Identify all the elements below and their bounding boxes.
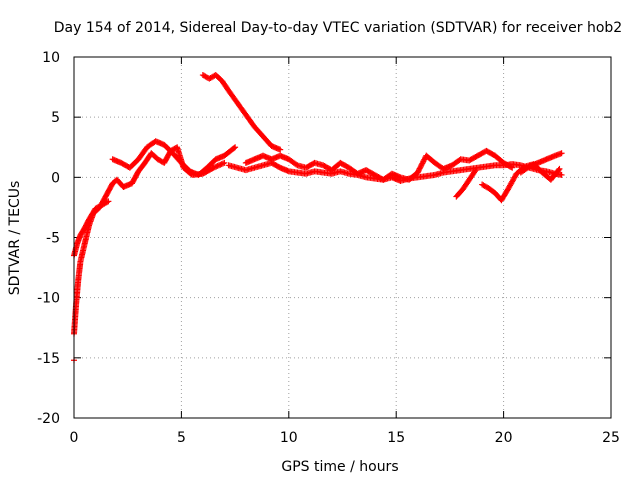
plot-frame: [73, 56, 612, 419]
series-arc-9: [517, 150, 565, 176]
y-tick-label: -20: [37, 411, 60, 427]
data-point: [211, 164, 218, 171]
x-tick-label: 0: [70, 430, 79, 446]
data-point: [558, 171, 565, 178]
data-point: [472, 167, 479, 174]
data-point: [558, 150, 565, 157]
chart-title: Day 154 of 2014, Sidereal Day-to-day VTE…: [54, 20, 622, 36]
x-tick-label: 10: [280, 430, 298, 446]
series-arc-7: [453, 167, 479, 200]
x-tick-label: 5: [177, 430, 186, 446]
data-point: [507, 164, 514, 171]
data-point: [104, 199, 111, 206]
y-tick-label: 0: [51, 170, 60, 186]
data-point: [293, 161, 300, 168]
x-tick-label: 15: [387, 430, 405, 446]
series-arc-4: [199, 72, 284, 153]
data-point: [210, 164, 217, 171]
y-tick-label: -5: [46, 231, 60, 247]
data-point: [556, 165, 563, 172]
data-point: [217, 161, 224, 168]
series-arc-3: [109, 138, 239, 178]
data-point: [214, 162, 221, 169]
x-tick-label: 20: [495, 430, 513, 446]
data-point: [509, 164, 516, 171]
data-point: [220, 160, 227, 167]
data-point: [221, 159, 228, 166]
y-tick-label: -10: [37, 291, 60, 307]
data-point: [231, 145, 238, 152]
series-arc-2: [71, 198, 112, 259]
data-point: [218, 161, 225, 168]
x-tick-label: 25: [602, 430, 620, 446]
y-tick-label: -15: [37, 351, 60, 367]
y-axis-label: SDTVAR / TECUs: [7, 181, 23, 296]
data-point: [213, 163, 220, 170]
data-points: [71, 72, 565, 364]
y-tick-label: 10: [42, 50, 60, 66]
data-point: [471, 168, 478, 175]
grid-lines: [74, 57, 611, 418]
y-tick-label: 5: [51, 110, 60, 126]
data-point: [555, 166, 562, 173]
x-axis-label: GPS time / hours: [281, 459, 398, 475]
data-point: [105, 198, 112, 205]
data-point: [215, 162, 222, 169]
series-arc-6: [242, 147, 516, 183]
data-point: [232, 144, 239, 151]
data-point: [277, 146, 284, 153]
y-axis-ticks: 10 5 0 -5 -10 -15 -20: [37, 50, 611, 427]
x-axis-ticks: 0 5 10 15 20 25: [70, 57, 620, 446]
